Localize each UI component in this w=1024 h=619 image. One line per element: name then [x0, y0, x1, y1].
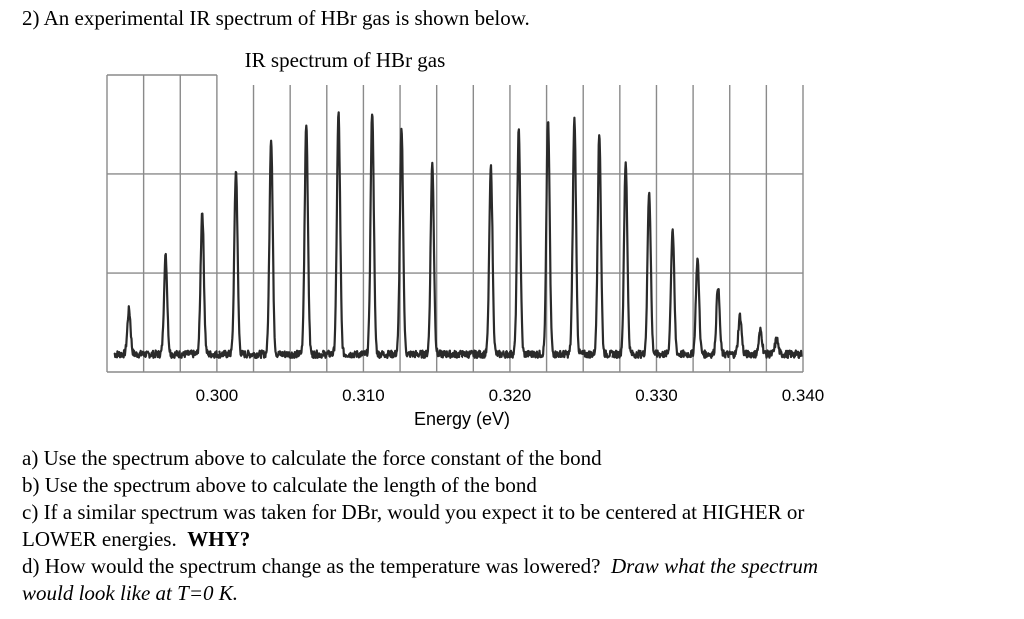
spectrum-peak	[706, 288, 730, 359]
question-part-c-text: LOWER energies.	[22, 527, 177, 551]
spectrum-peak	[287, 124, 324, 359]
spectrum-peak	[385, 127, 418, 359]
x-tick-label: 0.320	[489, 386, 532, 405]
spectrum-peak	[767, 336, 803, 359]
question-part-c-why: WHY?	[187, 527, 251, 551]
spectrum-peak	[611, 161, 638, 359]
spectrum-peak	[415, 161, 463, 359]
question-part-c-line2: LOWER energies. WHY?	[22, 527, 250, 551]
spectrum-peak	[252, 139, 290, 359]
spectrum-peak	[146, 252, 185, 359]
spectrum-peak	[636, 191, 662, 359]
x-tick-label: 0.300	[196, 386, 239, 405]
x-tick-label: 0.340	[782, 386, 825, 405]
spectrum-peak	[749, 326, 770, 359]
question-part-c-line1: c) If a similar spectrum was taken for D…	[22, 500, 805, 524]
spectrum-peak	[218, 170, 255, 359]
question-part-d-italic-2: would look like at T=0 K.	[22, 581, 238, 605]
spectrum-peak	[321, 111, 357, 359]
x-axis-label: Energy (eV)	[414, 409, 510, 429]
spectrum-peak	[182, 212, 221, 359]
question-part-d-line1: d) How would the spectrum change as the …	[22, 554, 818, 578]
question-part-d-italic: Draw what the spectrum	[610, 554, 819, 578]
spectrum-trace	[113, 111, 803, 359]
chart-grid	[106, 74, 804, 373]
spectrum-peak	[354, 113, 388, 359]
question-part-b: b) Use the spectrum above to calculate t…	[22, 473, 537, 497]
spectrum-peak	[684, 257, 709, 359]
question-heading: 2) An experimental IR spectrum of HBr ga…	[22, 6, 530, 30]
ir-spectrum-chart: IR spectrum of HBr gas 0.300 0.310 0.320 0.…	[106, 48, 825, 429]
spectrum-peak	[503, 128, 535, 359]
spectrum-peak	[560, 116, 588, 359]
spectrum-peak	[728, 312, 752, 359]
x-tick-label: 0.310	[342, 386, 385, 405]
spectrum-peak	[585, 134, 614, 359]
spectrum-peak	[532, 121, 563, 359]
x-tick-label: 0.330	[635, 386, 678, 405]
spectrum-peak	[659, 228, 686, 359]
question-part-a: a) Use the spectrum above to calculate t…	[22, 446, 602, 470]
spectrum-peak	[113, 305, 149, 359]
spectrum-peak	[460, 164, 506, 359]
question-part-d-line2: would look like at T=0 K.	[22, 581, 238, 605]
question-part-d-text: d) How would the spectrum change as the …	[22, 554, 601, 578]
x-tick-labels: 0.300 0.310 0.320 0.330 0.340	[196, 386, 825, 405]
chart-title: IR spectrum of HBr gas	[245, 48, 446, 72]
